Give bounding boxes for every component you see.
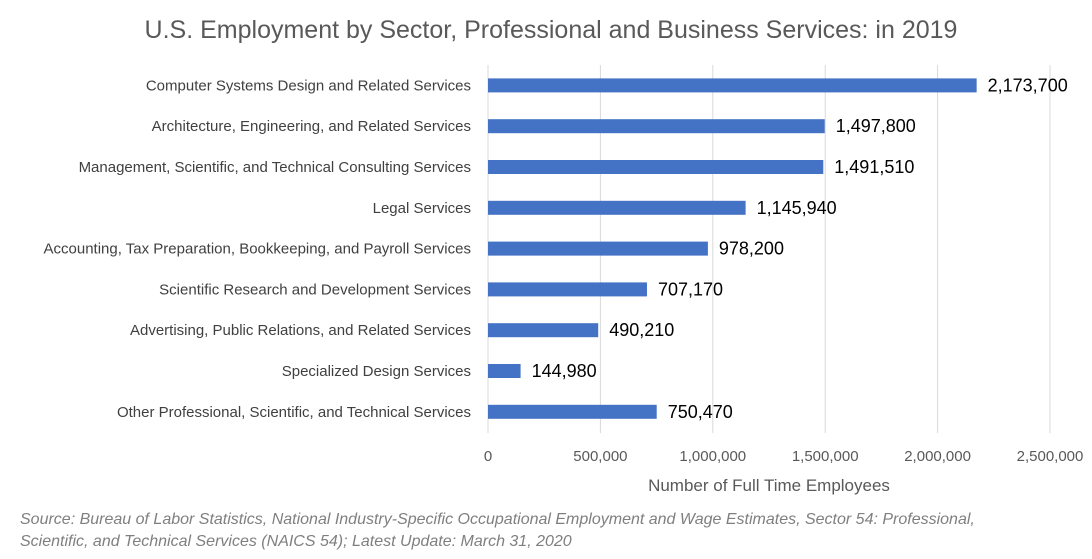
bar bbox=[488, 364, 521, 378]
category-label: Computer Systems Design and Related Serv… bbox=[146, 77, 471, 94]
bar bbox=[488, 160, 824, 174]
chart-title: U.S. Employment by Sector, Professional … bbox=[145, 16, 958, 44]
data-label: 490,210 bbox=[609, 320, 674, 340]
data-label: 2,173,700 bbox=[988, 75, 1068, 95]
x-tick-label: 1,000,000 bbox=[679, 448, 746, 465]
category-label: Architecture, Engineering, and Related S… bbox=[152, 118, 471, 135]
x-tick-label: 0 bbox=[484, 448, 492, 465]
data-labels: 2,173,700 1,497,800 1,491,510 1,145,940 978,… bbox=[532, 75, 1068, 421]
data-label: 1,491,510 bbox=[834, 157, 914, 177]
x-tick-label: 1,500,000 bbox=[792, 448, 859, 465]
x-axis-label: Number of Full Time Employees bbox=[648, 476, 890, 495]
source-note: Source: Bureau of Labor Statistics, Nati… bbox=[20, 511, 975, 550]
data-label: 978,200 bbox=[719, 239, 784, 259]
category-label: Other Professional, Scientific, and Tech… bbox=[117, 404, 471, 421]
data-label: 750,470 bbox=[668, 402, 733, 422]
data-label: 1,497,800 bbox=[836, 116, 916, 136]
bar bbox=[488, 282, 647, 297]
category-label: Specialized Design Services bbox=[282, 363, 471, 380]
data-label: 1,145,940 bbox=[757, 198, 837, 218]
category-label: Legal Services bbox=[373, 200, 471, 217]
bar bbox=[488, 241, 708, 256]
data-label: 144,980 bbox=[532, 361, 597, 381]
bar bbox=[488, 323, 599, 338]
x-axis-ticks: 0 500,000 1,000,000 1,500,000 2,000,000 2,500… bbox=[484, 448, 1084, 465]
category-label: Scientific Research and Development Serv… bbox=[159, 281, 471, 298]
x-tick-label: 2,500,000 bbox=[1017, 448, 1084, 465]
bar bbox=[488, 404, 657, 419]
category-label: Accounting, Tax Preparation, Bookkeeping… bbox=[44, 241, 471, 258]
bar bbox=[488, 200, 746, 215]
x-tick-label: 2,000,000 bbox=[904, 448, 971, 465]
x-tick-label: 500,000 bbox=[573, 448, 627, 465]
category-labels: Computer Systems Design and Related Serv… bbox=[44, 77, 471, 420]
bar bbox=[488, 78, 977, 93]
category-label: Advertising, Public Relations, and Relat… bbox=[130, 322, 471, 339]
category-label: Management, Scientific, and Technical Co… bbox=[79, 159, 471, 176]
bar bbox=[488, 119, 825, 134]
data-label: 707,170 bbox=[658, 279, 723, 299]
bars bbox=[488, 78, 977, 419]
